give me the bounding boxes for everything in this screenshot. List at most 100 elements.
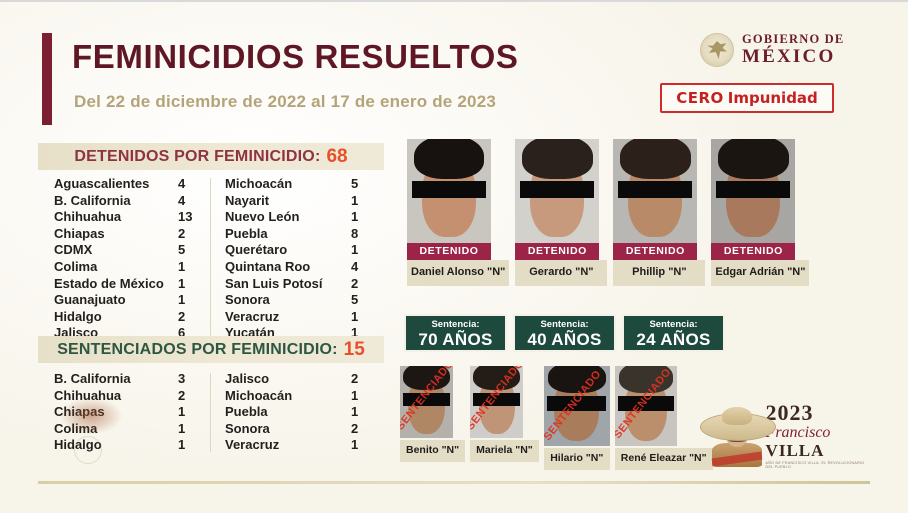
detenido-badge: DETENIDO (613, 242, 698, 260)
eye-censor-bar (402, 393, 451, 407)
top-divider (0, 0, 908, 2)
state-name: Michoacán (225, 176, 293, 191)
detenido-badge: DETENIDO (711, 242, 796, 260)
state-row: Chiapas 2 (54, 226, 200, 243)
state-row: Puebla 8 (225, 226, 373, 243)
sentence-value: 24 AÑOS (636, 330, 711, 349)
state-row: Sonora 5 (225, 292, 373, 309)
state-count: 3 (178, 371, 186, 386)
cero-impunidad-stamp: CERO Impunidad (660, 83, 834, 113)
state-count: 8 (351, 225, 359, 241)
detenido-badge: DETENIDO (407, 242, 491, 260)
detainee-card: DETENIDO Gerardo "N" (515, 139, 608, 286)
sentenced-name: Benito "N" (400, 440, 466, 462)
villa-last-name: VILLA (765, 441, 825, 461)
gobierno-line2: MÉXICO (742, 45, 836, 67)
eye-censor-bar (716, 180, 791, 199)
column-divider (210, 178, 211, 340)
detained-band-label: DETENIDOS POR FEMINICIDIO: (74, 147, 321, 165)
state-name: Nayarit (225, 192, 270, 208)
gobierno-line1: GOBIERNO DE (742, 32, 845, 47)
sentenced-card: SENTENCIADO Mariela "N" (470, 366, 539, 462)
state-row: Jalisco 2 (225, 371, 373, 388)
state-name: Puebla (225, 225, 268, 241)
watermark-smudge (60, 398, 122, 434)
sentenced-card: SENTENCIADO René Eleazar "N" (614, 366, 713, 470)
detainee-name: Gerardo "N" (515, 260, 608, 286)
state-name: Veracruz (225, 308, 280, 324)
sentenced-card: SENTENCIADO Hilario "N" (543, 366, 610, 470)
villa-caption: AÑO DE FRANCISCO VILLA, EL REVOLUCIONARI… (765, 461, 865, 469)
detainee-card: DETENIDO Daniel Alonso "N" (407, 139, 510, 286)
state-row: Chihuahua 13 (54, 209, 200, 226)
state-row: Veracruz 1 (225, 309, 373, 326)
state-row: Guanajuato 1 (54, 292, 200, 309)
sentence-label: Sentencia: (649, 319, 698, 330)
state-count: 1 (178, 275, 186, 291)
sentence-value: 40 AÑOS (527, 330, 602, 349)
state-count: 5 (178, 242, 186, 258)
state-count: 13 (178, 209, 193, 225)
state-name: Sonora (225, 292, 270, 308)
eye-censor-bar (618, 180, 693, 199)
state-count: 1 (351, 387, 359, 403)
state-count: 4 (178, 176, 186, 191)
eye-censor-bar (547, 396, 607, 411)
state-count: 2 (351, 420, 359, 436)
eye-censor-bar (520, 180, 595, 199)
state-count: 1 (351, 192, 359, 208)
sentence-label: Sentencia: (431, 319, 480, 330)
detainee-name: Edgar Adrián "N" (711, 260, 810, 286)
state-name: B. California (54, 192, 131, 208)
title-accent-bar (42, 33, 52, 125)
state-count: 1 (351, 308, 359, 324)
state-name: Puebla (225, 404, 268, 420)
sentence-value: 70 AÑOS (418, 330, 493, 349)
date-range-subtitle: Del 22 de diciembre de 2022 al 17 de ene… (74, 92, 497, 111)
detained-band-count: 68 (326, 145, 348, 167)
sentenced-section-band: SENTENCIADOS POR FEMINICIDIO: 15 (38, 336, 384, 363)
state-name: B. California (54, 371, 131, 386)
state-row: San Luis Potosí 2 (225, 276, 373, 293)
state-name: Estado de México (54, 275, 164, 291)
state-count: 1 (351, 242, 359, 258)
state-count: 2 (178, 225, 186, 241)
state-row: B. California 4 (54, 193, 200, 210)
detainee-card: DETENIDO Edgar Adrián "N" (711, 139, 810, 286)
state-name: Quintana Roo (225, 258, 311, 274)
detained-column-1: Aguascalientes 4 B. California 4 Chihuahua 13… (54, 176, 200, 342)
state-row: Aguascalientes 4 (54, 176, 200, 193)
state-name: Colima (54, 258, 98, 274)
state-name: Michoacán (225, 387, 293, 403)
sentenced-photo-row: SENTENCIADO Benito "N" SENTENCIADO Mariela … (400, 366, 713, 470)
state-count: 1 (351, 209, 359, 225)
state-count: 1 (178, 404, 186, 420)
state-count: 1 (178, 437, 186, 453)
state-row: Sonora 2 (225, 421, 373, 438)
state-count: 4 (178, 192, 186, 208)
eye-censor-bar (472, 393, 521, 407)
mugshot-photo (407, 139, 491, 243)
state-count: 1 (178, 258, 186, 274)
state-row: Colima 1 (54, 259, 200, 276)
state-row: Quintana Roo 4 (225, 259, 373, 276)
state-row: B. California 3 (54, 371, 200, 388)
page-title: FEMINICIDIOS RESUELTOS (72, 38, 519, 75)
eye-censor-bar (412, 180, 486, 199)
sentence-badge-row: Sentencia: 70 AÑOS Sentencia: 40 AÑOS Senten… (404, 314, 725, 352)
sentence-label: Sentencia: (540, 319, 589, 330)
state-name: Veracruz (225, 437, 280, 453)
villa-first-name: Francisco (765, 424, 831, 442)
state-name: Hidalgo (54, 437, 102, 453)
state-count: 2 (351, 371, 359, 386)
sentenced-name: René Eleazar "N" (614, 448, 713, 470)
state-count: 1 (351, 404, 359, 420)
state-count: 6 (178, 325, 186, 341)
state-count: 5 (351, 176, 359, 191)
state-row: Puebla 1 (225, 404, 373, 421)
sentence-badge: Sentencia: 40 AÑOS (513, 314, 616, 352)
state-count: 2 (178, 387, 186, 403)
watermark-seal (74, 436, 102, 464)
state-count: 1 (351, 437, 359, 453)
state-count: 4 (351, 258, 359, 274)
